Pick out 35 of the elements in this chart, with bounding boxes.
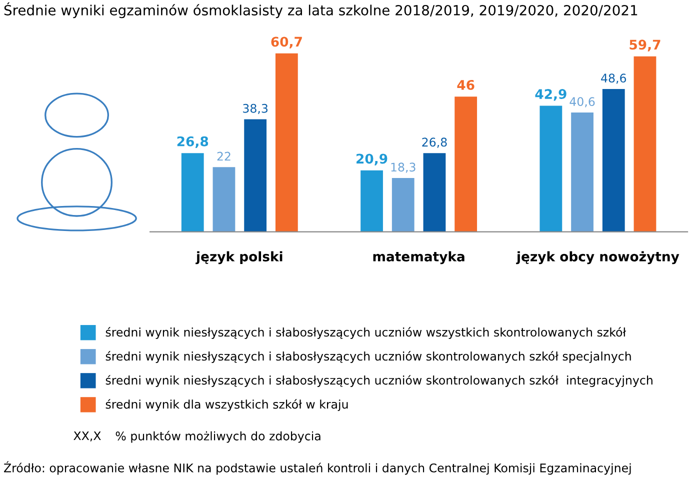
data-label: 18,3: [391, 162, 416, 173]
bar: [392, 178, 414, 232]
data-label: 59,7: [630, 40, 660, 52]
bar: [212, 167, 236, 232]
data-label: 40,6: [570, 97, 595, 108]
x-tick-label: język obcy nowożytny: [516, 251, 680, 264]
data-label: 22: [217, 152, 230, 161]
bar: [634, 56, 656, 232]
bar: [540, 106, 562, 232]
text: % punktów możliwych do zdobycia: [116, 430, 320, 443]
data-label: 46: [457, 80, 474, 90]
bar: [423, 153, 446, 232]
legend-label: średni wynik dla wszystkich szkół w kraju: [106, 399, 348, 412]
chart-title: Średnie wyniki egzaminów ósmoklasisty za lata szkolne 2018/2019, 2019/2020, 2020/2021: [4, 2, 638, 18]
data-label: 26,8: [177, 136, 208, 148]
x-tick-label: matematyka: [373, 251, 464, 264]
data-label: 48,6: [601, 74, 626, 84]
bar: [244, 119, 267, 232]
text: Źródło: opracowanie własne NIK na podstawie ustaleń kontroli i danych Centralnej Komisji Egzaminacyjnej: [4, 461, 631, 475]
data-label: 26,8: [422, 138, 447, 148]
x-tick-label: język polski: [196, 251, 282, 264]
data-label: 38,3: [243, 104, 268, 114]
data-label: 42,9: [535, 89, 566, 101]
bar: [571, 112, 594, 232]
bar: [275, 53, 298, 232]
bar: [181, 153, 204, 232]
legend-label: średni wynik niesłyszących i słabosłyszących uczniów wszystkich skontrolowanych szkół: [106, 327, 626, 339]
bar: [360, 170, 383, 232]
data-label: 20,9: [356, 154, 388, 166]
legend-label: średni wynik niesłyszących i słabosłyszących uczniów skontrolowanych szkół integracyjnych: [106, 375, 652, 387]
legend-label: średni wynik niesłyszących i słabosłyszących uczniów skontrolowanych szkół specjalnych: [106, 351, 631, 363]
data-label: 60,7: [271, 36, 302, 48]
bar: [602, 88, 625, 232]
text: XX,X: [74, 431, 101, 442]
bar: [454, 96, 478, 232]
